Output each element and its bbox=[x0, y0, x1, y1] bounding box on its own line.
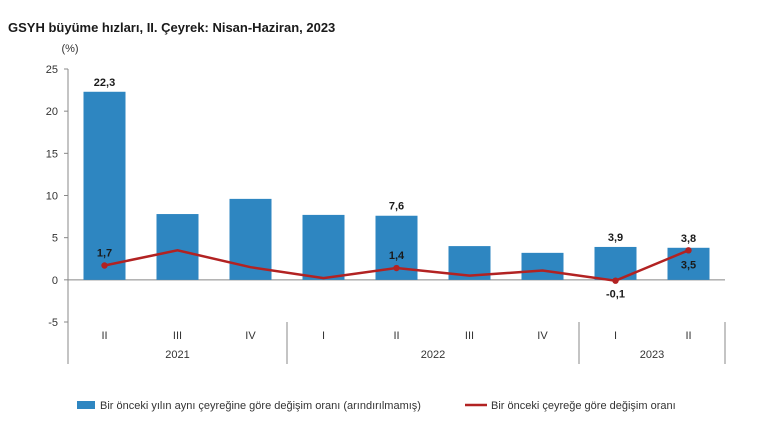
bar-data-label: 3,9 bbox=[608, 232, 623, 244]
bar-data-label: 7,6 bbox=[389, 201, 404, 213]
x-category-label: III bbox=[465, 330, 474, 342]
y-tick-label: 0 bbox=[52, 275, 58, 287]
legend-bar-swatch bbox=[77, 401, 95, 409]
legend: Bir önceki yılın aynı çeyreğine göre değ… bbox=[77, 400, 676, 412]
line-point bbox=[612, 277, 619, 284]
legend-line-label: Bir önceki çeyreğe göre değişim oranı bbox=[491, 400, 676, 412]
x-category-label: IV bbox=[537, 330, 548, 342]
line-point bbox=[393, 264, 400, 272]
chart-title: GSYH büyüme hızları, II. Çeyrek: Nisan-H… bbox=[8, 20, 336, 35]
year-label: 2022 bbox=[421, 349, 445, 361]
bar bbox=[83, 91, 126, 280]
y-tick-label: 25 bbox=[46, 64, 58, 76]
legend-bar-label: Bir önceki yılın aynı çeyreğine göre değ… bbox=[100, 400, 421, 412]
y-tick-label: 20 bbox=[46, 106, 58, 118]
line-point bbox=[101, 262, 108, 269]
bar-data-label: 3,8 bbox=[681, 233, 696, 245]
bar bbox=[521, 252, 564, 280]
x-category-label: II bbox=[685, 330, 691, 342]
y-tick-label: -5 bbox=[48, 317, 58, 329]
x-category-label: I bbox=[614, 330, 617, 342]
x-category-label: I bbox=[322, 330, 325, 342]
line-data-label: 1,4 bbox=[389, 250, 405, 262]
bar bbox=[156, 214, 199, 280]
y-axis-unit-label: (%) bbox=[61, 43, 78, 55]
y-tick-label: 15 bbox=[46, 148, 58, 160]
x-category-label: IV bbox=[245, 330, 256, 342]
bar bbox=[302, 214, 345, 280]
line-data-label: -0,1 bbox=[606, 289, 625, 301]
year-label: 2021 bbox=[165, 349, 189, 361]
x-category-label: II bbox=[101, 330, 107, 342]
y-tick-label: 5 bbox=[52, 233, 58, 245]
x-category-label: II bbox=[393, 330, 399, 342]
x-category-label: III bbox=[173, 330, 182, 342]
y-tick-label: 10 bbox=[46, 191, 58, 203]
line-data-label: 1,7 bbox=[97, 247, 112, 259]
year-label: 2023 bbox=[640, 349, 664, 361]
line-point bbox=[685, 247, 692, 254]
bar-data-label: 22,3 bbox=[94, 77, 115, 89]
line-data-label: 3,5 bbox=[681, 259, 696, 271]
